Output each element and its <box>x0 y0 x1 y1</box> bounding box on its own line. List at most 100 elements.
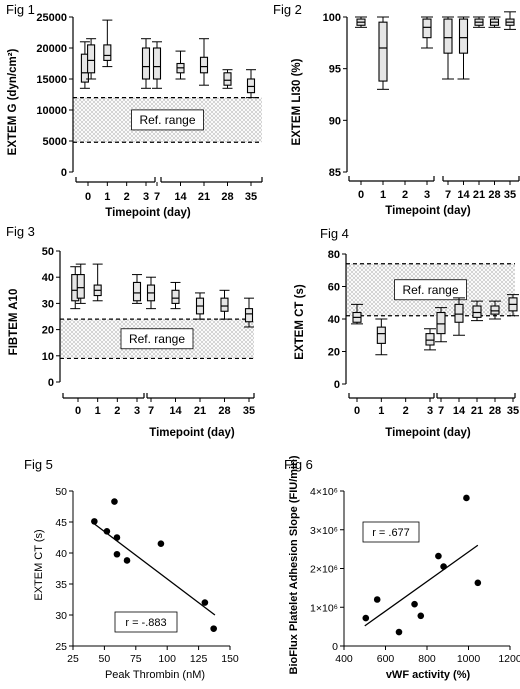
fig5-y-tick-label: 40 <box>55 548 67 560</box>
fig3-x-tick-label: 28 <box>218 405 230 417</box>
fig4-x-tick-label: 21 <box>471 405 483 417</box>
fig6-data-point <box>362 614 370 622</box>
fig4-y-tick-label: 60 <box>328 282 340 294</box>
fig1-x-tick-label: 21 <box>198 191 210 203</box>
fig3-x-axis-label: Timepoint (day) <box>149 427 235 439</box>
fig3-panel: Fig 3 FIBTEM A10 Timepoint (day) Ref. ra… <box>6 224 255 439</box>
fig5-data-point <box>113 534 121 541</box>
fig5-fit-line <box>91 521 216 616</box>
fig3-x-tick-label: 7 <box>148 405 154 417</box>
fig1-ref-range-label-box <box>131 109 204 131</box>
fig3-x-tick-label: 35 <box>243 405 255 417</box>
fig1-ref-range-label: Ref. range <box>139 113 195 127</box>
fig2-x-tick-label: 7 <box>445 189 451 201</box>
fig1-box <box>223 72 232 86</box>
fig3-y-tick-label: 0 <box>48 377 54 389</box>
fig4-y-tick-label: 80 <box>328 249 340 261</box>
fig5-data-point <box>210 625 217 632</box>
fig4-x-tick-label: 7 <box>438 405 444 417</box>
fig1-panel: Fig 1 EXTEM G (dyn/cm²) Timepoint (day) … <box>6 2 263 219</box>
fig3-x-tick-label: 2 <box>114 405 120 417</box>
fig2-x-tick-label: 0 <box>358 189 364 201</box>
fig6-x-tick-label: 400 <box>335 653 353 665</box>
fig3-title: Fig 3 <box>6 224 35 239</box>
fig1-y-axis-label: EXTEM G (dyn/cm²) <box>7 48 19 155</box>
fig5-x-tick-label: 75 <box>130 653 142 665</box>
fig4-box <box>425 333 435 346</box>
fig1-title: Fig 1 <box>6 2 35 17</box>
fig6-y-axis-label: BioFlux Platelet Adhesion Slope (FIU/min… <box>288 455 300 674</box>
fig4-box <box>490 305 500 315</box>
fig3-x-tick-label: 14 <box>169 405 182 417</box>
fig1-x-tick-label: 3 <box>143 191 149 203</box>
fig3-box <box>132 281 142 302</box>
fig6-title: Fig 6 <box>284 457 313 472</box>
fig4-box <box>472 305 482 318</box>
fig5-x-tick-label: 25 <box>67 653 79 665</box>
fig1-y-tick-label: 0 <box>61 167 67 179</box>
fig6-x-tick-label: 800 <box>418 653 436 665</box>
fig2-y-tick-label: 90 <box>329 115 341 127</box>
fig2-box <box>422 18 432 39</box>
fig2-x-tick-label: 28 <box>488 189 500 201</box>
fig1-x-tick-label: 0 <box>85 191 91 203</box>
fig2-x-tick-label: 1 <box>380 189 386 201</box>
fig4-ref-range-label-box <box>394 279 467 301</box>
fig1-y-tick-label: 25000 <box>36 12 67 24</box>
fig2-x-tick-label: 2 <box>402 189 408 201</box>
fig4-box <box>376 326 386 344</box>
fig6-data-point <box>474 579 482 587</box>
fig6-data-point <box>463 494 470 502</box>
fig3-y-tick-label: 30 <box>42 298 54 310</box>
fig4-x-tick-label: 14 <box>453 405 466 417</box>
fig4-x-axis-label: Timepoint (day) <box>385 427 471 439</box>
fig6-y-tick-label: 3×10⁶ <box>310 525 338 537</box>
fig3-box <box>244 308 254 323</box>
fig4-x-tick-label: 2 <box>403 405 409 417</box>
fig5-y-tick-label: 45 <box>55 517 67 529</box>
fig5-x-tick-label: 100 <box>158 653 176 665</box>
fig5-x-axis-label: Peak Thrombin (nM) <box>105 669 205 681</box>
fig6-fit-line <box>364 544 479 627</box>
fig3-y-axis-label: FIBTEM A10 <box>8 289 20 356</box>
fig2-y-axis-label: EXTEM LI30 (%) <box>291 58 303 145</box>
fig6-data-point <box>440 563 447 570</box>
fig5-data-point <box>123 557 131 564</box>
fig6-data-point <box>411 600 418 608</box>
fig6-y-tick-label: 2×10⁶ <box>310 564 338 576</box>
fig2-x-tick-label: 21 <box>473 189 485 201</box>
fig6-data-point <box>395 628 403 636</box>
fig2-title: Fig 2 <box>273 2 302 17</box>
fig1-x-tick-label: 7 <box>154 191 160 203</box>
fig6-data-point <box>417 612 425 620</box>
fig1-x-tick-label: 1 <box>104 191 110 203</box>
fig6-annotation: r = .677 <box>372 527 410 539</box>
fig2-box <box>443 18 453 54</box>
fig4-y-tick-label: 20 <box>328 347 340 359</box>
fig3-x-tick-label: 1 <box>95 405 101 417</box>
fig5-annotation: r = -.883 <box>125 617 166 629</box>
fig1-y-tick-label: 15000 <box>36 74 67 86</box>
fig1-x-tick-label: 2 <box>124 191 130 203</box>
fig3-x-tick-label: 3 <box>134 405 140 417</box>
fig2-x-axis-label: Timepoint (day) <box>385 205 471 217</box>
fig6-data-point <box>435 552 442 560</box>
fig4-y-axis-label: EXTEM CT (s) <box>294 284 306 360</box>
fig6-x-axis-label: vWF activity (%) <box>386 669 471 681</box>
fig1-y-tick-label: 10000 <box>36 105 67 117</box>
fig5-x-tick-label: 150 <box>221 653 239 665</box>
fig3-y-tick-label: 50 <box>42 246 54 258</box>
fig3-ref-range-label: Ref. range <box>129 332 185 346</box>
fig6-panel: Fig 6 BioFlux Platelet Adhesion Slope (F… <box>284 455 520 681</box>
fig5-data-point <box>201 599 209 606</box>
fig1-y-tick-label: 5000 <box>43 136 67 148</box>
fig1-box <box>141 47 151 80</box>
fig5-data-point <box>103 528 111 535</box>
fig6-x-tick-label: 1000 <box>457 653 481 665</box>
fig4-box <box>454 303 464 323</box>
fig2-y-tick-label: 100 <box>323 12 341 24</box>
fig5-panel: Fig 5 EXTEM CT (s) Peak Thrombin (nM) 25… <box>24 457 239 681</box>
fig1-x-tick-label: 28 <box>221 191 233 203</box>
fig2-box <box>458 18 469 54</box>
